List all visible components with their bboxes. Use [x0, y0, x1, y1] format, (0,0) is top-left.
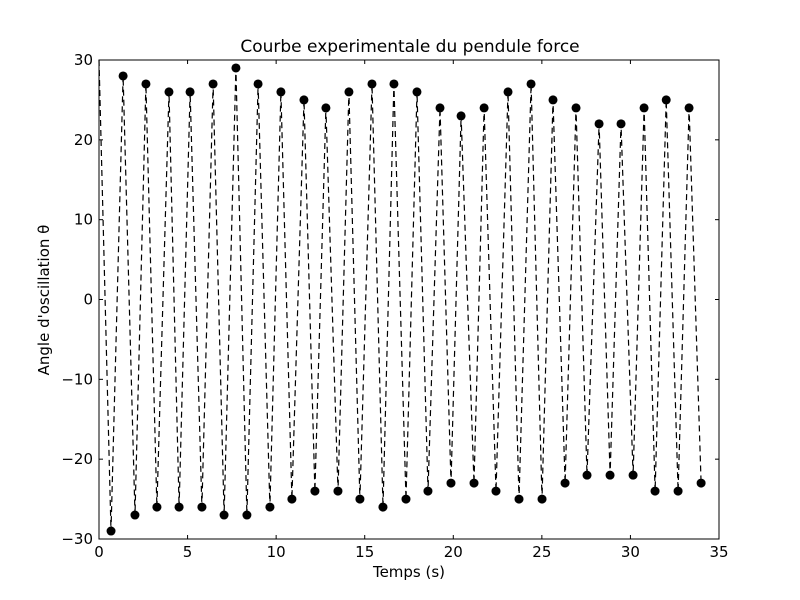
data-point-marker	[526, 79, 536, 89]
data-point-marker	[503, 87, 513, 97]
data-series	[98, 59, 706, 536]
y-tick-label: 20	[74, 131, 93, 149]
data-point-marker	[673, 486, 683, 496]
data-point-marker	[639, 103, 649, 113]
y-axis-label: Angle d'oscillation θ	[35, 225, 53, 376]
data-point-marker	[287, 494, 297, 504]
x-tick-label: 20	[444, 543, 463, 561]
data-point-marker	[605, 470, 615, 480]
data-point-marker	[185, 87, 195, 97]
x-tick-label: 15	[355, 543, 374, 561]
data-point-marker	[548, 95, 558, 105]
series-line	[98, 59, 702, 532]
data-point-marker	[276, 87, 286, 97]
data-point-marker	[582, 470, 592, 480]
data-point-marker	[661, 95, 671, 105]
x-tick-label: 30	[621, 543, 640, 561]
chart-title: Courbe experimentale du pendule force	[240, 37, 579, 57]
y-axis-ticks: −30 −20 −10 0 10 20 30	[61, 51, 719, 548]
y-tick-label: 0	[83, 291, 93, 309]
y-tick-label: −10	[61, 370, 93, 388]
data-point-marker	[253, 79, 263, 89]
data-point-marker	[378, 502, 388, 512]
data-point-marker	[130, 510, 140, 520]
data-point-marker	[333, 486, 343, 496]
data-point-marker	[560, 478, 570, 488]
data-point-marker	[141, 79, 151, 89]
x-tick-label: 25	[532, 543, 551, 561]
x-tick-label: 0	[94, 543, 104, 561]
data-point-marker	[344, 87, 354, 97]
y-tick-label: 30	[74, 51, 93, 69]
data-point-marker	[412, 87, 422, 97]
data-point-marker	[616, 119, 626, 129]
data-point-marker	[479, 103, 489, 113]
y-tick-label: 10	[74, 211, 93, 229]
data-point-marker	[231, 63, 241, 73]
data-point-marker	[164, 87, 174, 97]
data-point-marker	[265, 502, 275, 512]
data-point-marker	[594, 119, 604, 129]
data-point-marker	[628, 470, 638, 480]
data-point-marker	[174, 502, 184, 512]
data-point-marker	[491, 486, 501, 496]
data-point-marker	[208, 79, 218, 89]
data-point-marker	[401, 494, 411, 504]
data-point-marker	[469, 478, 479, 488]
x-tick-label: 35	[709, 543, 728, 561]
x-tick-label: 10	[267, 543, 286, 561]
x-axis-label: Temps (s)	[372, 563, 445, 581]
data-point-marker	[650, 486, 660, 496]
data-point-marker	[106, 526, 116, 536]
x-tick-label: 5	[183, 543, 193, 561]
data-point-marker	[514, 494, 524, 504]
x-axis-ticks: 0 5 10 15 20 25 30 35	[94, 60, 729, 561]
data-point-marker	[299, 95, 309, 105]
y-tick-label: −20	[61, 450, 93, 468]
data-point-marker	[423, 486, 433, 496]
data-point-marker	[219, 510, 229, 520]
data-point-marker	[389, 79, 399, 89]
y-tick-label: −30	[61, 530, 93, 548]
data-point-marker	[152, 502, 162, 512]
data-point-marker	[118, 71, 128, 81]
data-point-marker	[242, 510, 252, 520]
data-point-marker	[446, 478, 456, 488]
data-point-marker	[321, 103, 331, 113]
plot-area-frame	[98, 59, 720, 540]
data-point-marker	[571, 103, 581, 113]
data-point-marker	[684, 103, 694, 113]
data-point-marker	[310, 486, 320, 496]
data-point-marker	[355, 494, 365, 504]
data-point-marker	[537, 494, 547, 504]
data-point-marker	[197, 502, 207, 512]
data-point-marker	[367, 79, 377, 89]
data-point-marker	[456, 111, 466, 121]
data-point-marker	[435, 103, 445, 113]
data-point-marker	[696, 478, 706, 488]
